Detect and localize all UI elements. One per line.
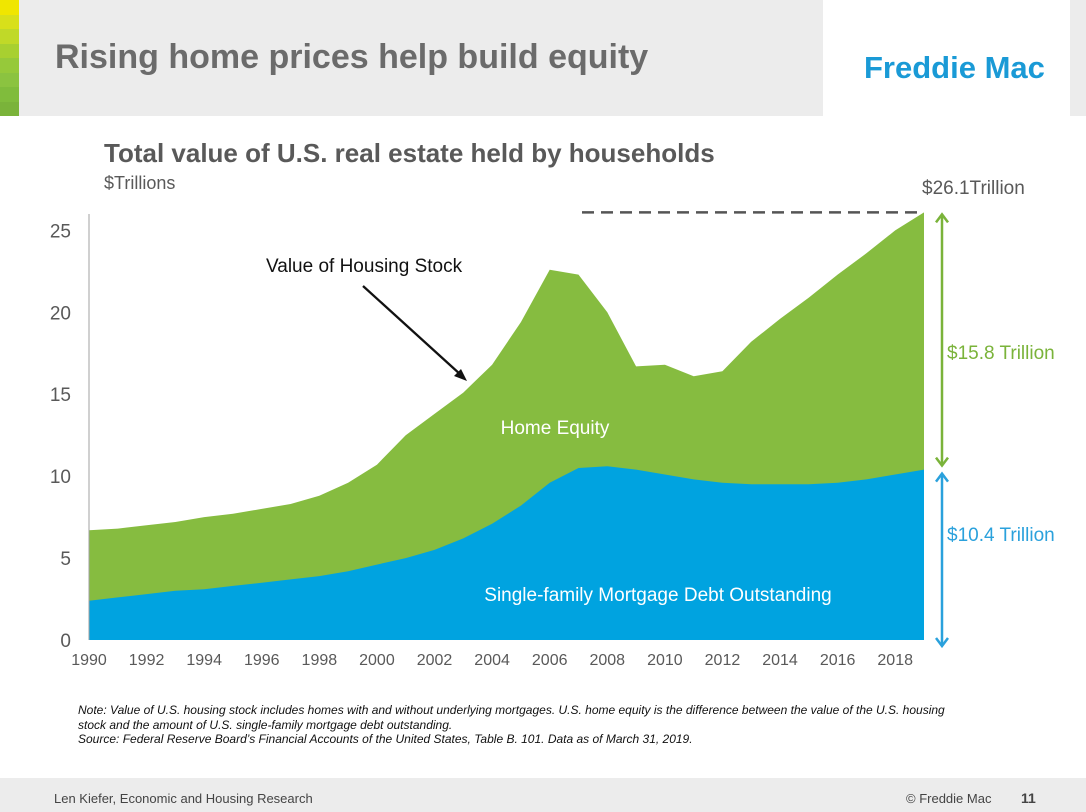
housing-stock-arrow (362, 285, 462, 376)
freddie-mac-logo: Freddie Mac (864, 50, 1045, 85)
arrow-head-icon (454, 369, 467, 381)
x-tick-label: 1992 (129, 652, 165, 669)
note-line-2: stock and the amount of U.S. single-fami… (78, 717, 453, 732)
stripe-segment (0, 29, 19, 44)
note-line-1: Note: Value of U.S. housing stock includ… (78, 703, 945, 717)
y-tick-label: 15 (50, 385, 71, 406)
debt-label: Single-family Mortgage Debt Outstanding (484, 585, 831, 606)
equity-bracket-bottom-arrow-icon (935, 456, 949, 468)
x-tick-label: 2016 (820, 652, 856, 669)
logo-box: Freddie Mac (823, 0, 1070, 116)
home-equity-label: Home Equity (501, 418, 610, 439)
debt-area (89, 466, 924, 640)
chart-area: Total value of U.S. real estate held by … (0, 116, 1086, 706)
stripe-segment (0, 72, 19, 87)
y-tick-label: 5 (60, 549, 71, 570)
x-tick-label: 2018 (877, 652, 913, 669)
accent-stripe (0, 0, 19, 116)
x-tick-label: 2002 (417, 652, 453, 669)
slide-footer: Len Kiefer, Economic and Housing Researc… (0, 778, 1086, 812)
footer-author: Len Kiefer, Economic and Housing Researc… (54, 791, 313, 806)
x-tick-label: 2000 (359, 652, 395, 669)
x-tick-label: 1990 (71, 652, 107, 669)
total-value-label: $26.1Trillion (922, 178, 1025, 199)
equity-bracket-top-arrow-icon (935, 212, 949, 224)
equity-value-label: $15.8 Trillion (947, 343, 1055, 364)
x-tick-label: 2012 (705, 652, 741, 669)
debt-bracket-top-arrow-icon (935, 471, 949, 483)
x-tick-label: 1994 (186, 652, 222, 669)
stripe-segment (0, 101, 19, 116)
stripe-segment (0, 14, 19, 29)
y-tick-label: 0 (60, 631, 71, 652)
x-tick-label: 1996 (244, 652, 280, 669)
stripe-segment (0, 58, 19, 73)
footnote: Note: Value of U.S. housing stock includ… (78, 703, 978, 747)
debt-bracket-bottom-arrow-icon (935, 637, 949, 649)
debt-value-label: $10.4 Trillion (947, 525, 1055, 546)
housing-stock-label: Value of Housing Stock (266, 256, 463, 277)
x-tick-label: 2004 (474, 652, 510, 669)
stripe-segment (0, 87, 19, 102)
slide-header: Rising home prices help build equity Fre… (0, 0, 1086, 116)
y-tick-label: 25 (50, 221, 71, 242)
x-tick-label: 2010 (647, 652, 683, 669)
logo-text: Freddie Mac (864, 50, 1045, 85)
y-tick-label: 10 (50, 467, 71, 488)
chart-svg: Total value of U.S. real estate held by … (50, 138, 1055, 669)
page-number: 11 (1021, 790, 1036, 806)
slide-title: Rising home prices help build equity (55, 38, 649, 76)
stripe-segment (0, 0, 19, 15)
note-source: Source: Federal Reserve Board’s Financia… (78, 732, 693, 746)
x-tick-label: 2014 (762, 652, 798, 669)
chart-title: Total value of U.S. real estate held by … (104, 138, 715, 168)
x-tick-label: 2006 (532, 652, 568, 669)
x-tick-label: 1998 (302, 652, 338, 669)
chart-subtitle: $Trillions (104, 173, 175, 193)
x-tick-label: 2008 (589, 652, 625, 669)
footer-copyright: © Freddie Mac (906, 791, 992, 806)
stripe-segment (0, 43, 19, 58)
y-tick-label: 20 (50, 303, 71, 324)
